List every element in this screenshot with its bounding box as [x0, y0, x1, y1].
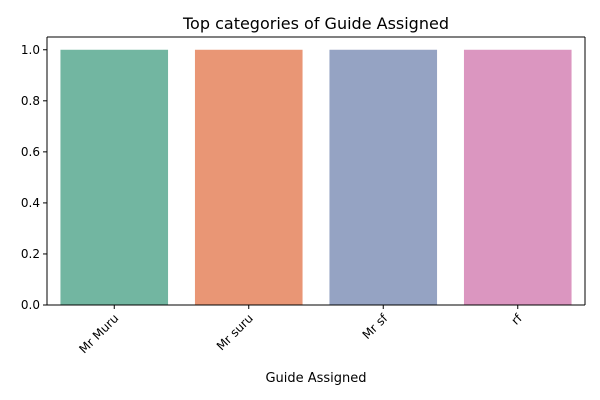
bar-mr-sf — [329, 49, 438, 306]
y-tick-label: 0.4 — [21, 196, 40, 210]
y-tick-label: 1.0 — [21, 43, 40, 57]
x-tick-label: rf — [508, 311, 525, 328]
x-tick-label: Mr suru — [214, 311, 256, 353]
y-tick-label: 0.2 — [21, 247, 40, 261]
y-tick-label: 0.6 — [21, 145, 40, 159]
chart-title: Top categories of Guide Assigned — [182, 14, 449, 33]
y-tick-label: 0.0 — [21, 298, 40, 312]
bar-rf — [463, 49, 572, 306]
bar-mr-suru — [194, 49, 303, 306]
plot-area: 0.0 0.2 0.4 0.6 0.8 1.0 Mr Muru Mr suru Mr sf rf — [21, 36, 586, 356]
bar-mr-muru — [60, 49, 169, 306]
x-axis-label: Guide Assigned — [265, 371, 366, 386]
x-tick-label: Mr Muru — [76, 311, 121, 356]
y-tick-label: 0.8 — [21, 94, 40, 108]
x-tick-label: Mr sf — [360, 311, 391, 342]
